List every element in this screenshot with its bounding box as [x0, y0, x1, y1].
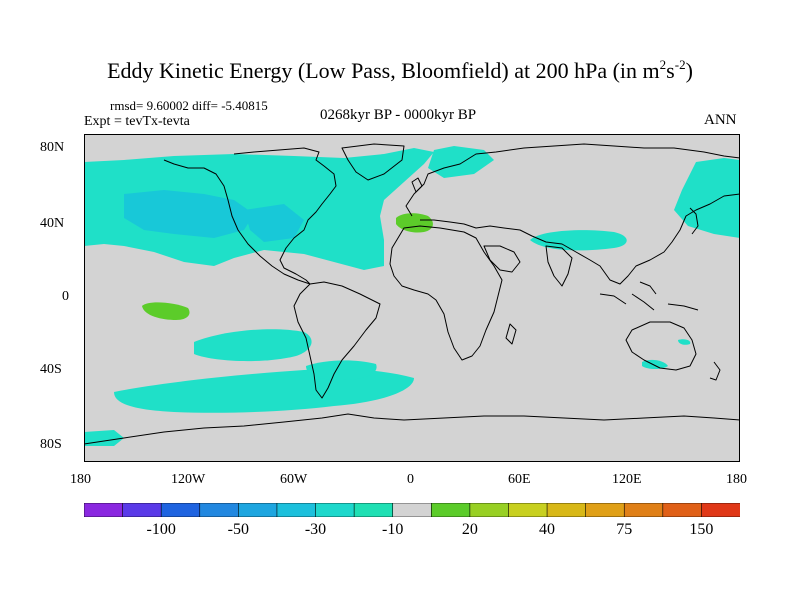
colorbar-swatch: [701, 503, 740, 517]
colorbar-swatch: [662, 503, 703, 517]
japan-coast: [689, 207, 699, 235]
colorbar-swatch: [623, 503, 664, 517]
antarctica-coast: [84, 413, 740, 445]
central-pacific-cyan-core: [124, 190, 254, 238]
coastlines: [84, 143, 740, 445]
colorbar: [84, 503, 740, 517]
season-label: ANN: [704, 112, 737, 128]
south-atlantic-patch: [306, 360, 377, 380]
plot-title: Eddy Kinetic Energy (Low Pass, Bloomfiel…: [107, 57, 693, 83]
colorbar-label: -50: [227, 521, 250, 538]
indian-ocean-south-patch: [678, 339, 691, 345]
colorbar-label: 40: [539, 521, 556, 538]
map-frame: [84, 134, 740, 462]
indian-ocean-band: [530, 230, 627, 251]
y-tick-label: 80S: [40, 437, 62, 452]
africa-coast: [389, 225, 503, 361]
arabia-coast: [483, 245, 521, 273]
negative-anomaly-regions: [84, 146, 740, 446]
north-america-cyan-core: [244, 204, 304, 242]
southeast-asia-islands: [599, 281, 699, 311]
colorbar-swatch: [84, 503, 124, 517]
greenland-coast: [341, 143, 405, 181]
north-america-coast: [163, 147, 337, 285]
colorbar-label: 20: [461, 521, 478, 538]
colorbar-swatch: [469, 503, 510, 517]
y-tick-label: 40N: [40, 216, 65, 231]
map-panel: 80N 40N 0 40S 80S 180 120W 60W 0 60E 120…: [40, 134, 747, 487]
colorbar-swatch: [546, 503, 587, 517]
x-tick-label: 180: [70, 472, 91, 487]
y-tick-label: 0: [62, 289, 69, 304]
x-tick-label: 120W: [171, 472, 206, 487]
colorbar-swatch: [160, 503, 201, 517]
colorbar-swatch: [430, 503, 471, 517]
x-tick-label: 180: [726, 472, 747, 487]
stats-line: rmsd= 9.60002 diff= -5.40815: [110, 98, 268, 113]
colorbar-label: -30: [304, 521, 327, 538]
y-tick-label: 80N: [40, 140, 65, 155]
madagascar-coast: [505, 323, 517, 345]
colorbar-label: -100: [146, 521, 176, 538]
tropical-pacific-green-patch: [142, 302, 190, 320]
new-zealand-coast: [709, 361, 721, 381]
south-america-coast: [293, 281, 381, 399]
colorbar-swatch: [392, 503, 433, 517]
x-tick-label: 120E: [612, 472, 642, 487]
colorbar-labels: -100 -50 -30 -10 20 40 75 150: [84, 521, 740, 543]
india-coast: [545, 245, 573, 287]
x-tick-label: 60E: [508, 472, 531, 487]
world-map: [84, 134, 740, 462]
colorbar-swatch: [585, 503, 626, 517]
colorbar-swatch: [122, 503, 162, 517]
south-pacific-band-2: [114, 369, 414, 413]
colorbar-label: -10: [382, 521, 404, 538]
colorbar-swatch: [276, 503, 317, 517]
y-tick-label: 40S: [40, 362, 62, 377]
x-tick-label: 0: [407, 472, 414, 487]
australia-coast: [625, 321, 697, 371]
colorbar-swatch: [315, 503, 355, 517]
colorbar-label: 150: [689, 521, 714, 538]
x-tick-label: 60W: [280, 472, 308, 487]
western-pacific-band: [674, 158, 740, 238]
colorbar-swatch: [238, 503, 278, 517]
colorbar-swatch: [508, 503, 548, 517]
south-pacific-band-1: [194, 329, 312, 362]
experiment-label: Expt = tevTx-tevta: [84, 114, 190, 129]
period-label: 0268kyr BP - 0000kyr BP: [320, 107, 477, 123]
colorbar-swatch: [353, 503, 394, 517]
british-isles-coast: [411, 177, 423, 193]
colorbar-swatch: [199, 503, 240, 517]
colorbar-label: 75: [616, 521, 633, 538]
